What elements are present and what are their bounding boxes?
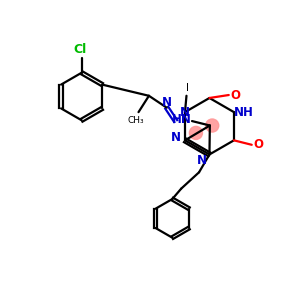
Text: I: I (187, 83, 190, 93)
Text: NH: NH (234, 106, 254, 118)
Circle shape (206, 119, 219, 132)
Text: N: N (171, 131, 181, 144)
Text: HN: HN (172, 113, 192, 126)
Text: O: O (253, 138, 263, 151)
Text: N: N (197, 154, 207, 167)
Circle shape (189, 126, 203, 140)
Text: N: N (180, 106, 190, 118)
Text: CH₃: CH₃ (127, 116, 144, 125)
Text: O: O (230, 88, 240, 101)
Text: N: N (162, 96, 172, 109)
Text: Cl: Cl (74, 43, 87, 56)
